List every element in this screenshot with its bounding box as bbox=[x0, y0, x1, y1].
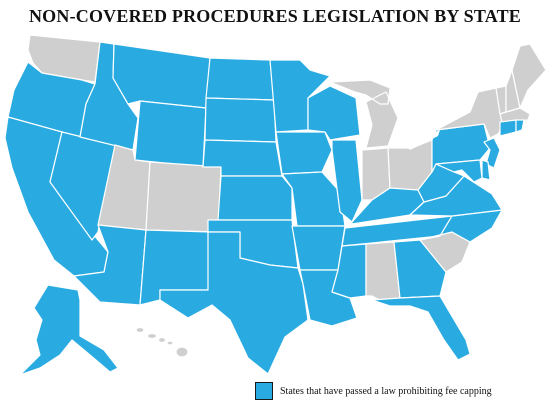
state-ct bbox=[499, 119, 517, 137]
state-hi bbox=[135, 326, 189, 358]
state-mt bbox=[112, 43, 211, 109]
legend-label: States that have passed a law prohibitin… bbox=[280, 385, 492, 397]
state-md bbox=[435, 159, 483, 183]
state-ga bbox=[393, 239, 447, 299]
state-ks bbox=[217, 175, 293, 221]
us-states-map bbox=[4, 34, 547, 376]
state-sd bbox=[204, 97, 277, 143]
map-title: NON-COVERED PROCEDURES LEGISLATION BY ST… bbox=[28, 6, 522, 26]
state-fl bbox=[371, 295, 471, 361]
state-wi bbox=[307, 85, 361, 141]
state-nd bbox=[205, 57, 275, 101]
state-wy bbox=[134, 100, 207, 168]
state-ia bbox=[275, 131, 333, 175]
state-mi bbox=[329, 79, 399, 149]
state-ri bbox=[515, 119, 525, 133]
lake-erie bbox=[405, 130, 440, 150]
state-ma bbox=[499, 107, 531, 123]
legend-swatch bbox=[255, 382, 273, 400]
state-ak bbox=[19, 284, 119, 376]
state-de bbox=[481, 159, 491, 181]
state-ar bbox=[291, 225, 346, 271]
state-tx bbox=[159, 231, 309, 375]
state-nj bbox=[483, 137, 501, 169]
lake-michigan bbox=[356, 100, 368, 138]
legend: States that have passed a law prohibitin… bbox=[255, 382, 492, 400]
